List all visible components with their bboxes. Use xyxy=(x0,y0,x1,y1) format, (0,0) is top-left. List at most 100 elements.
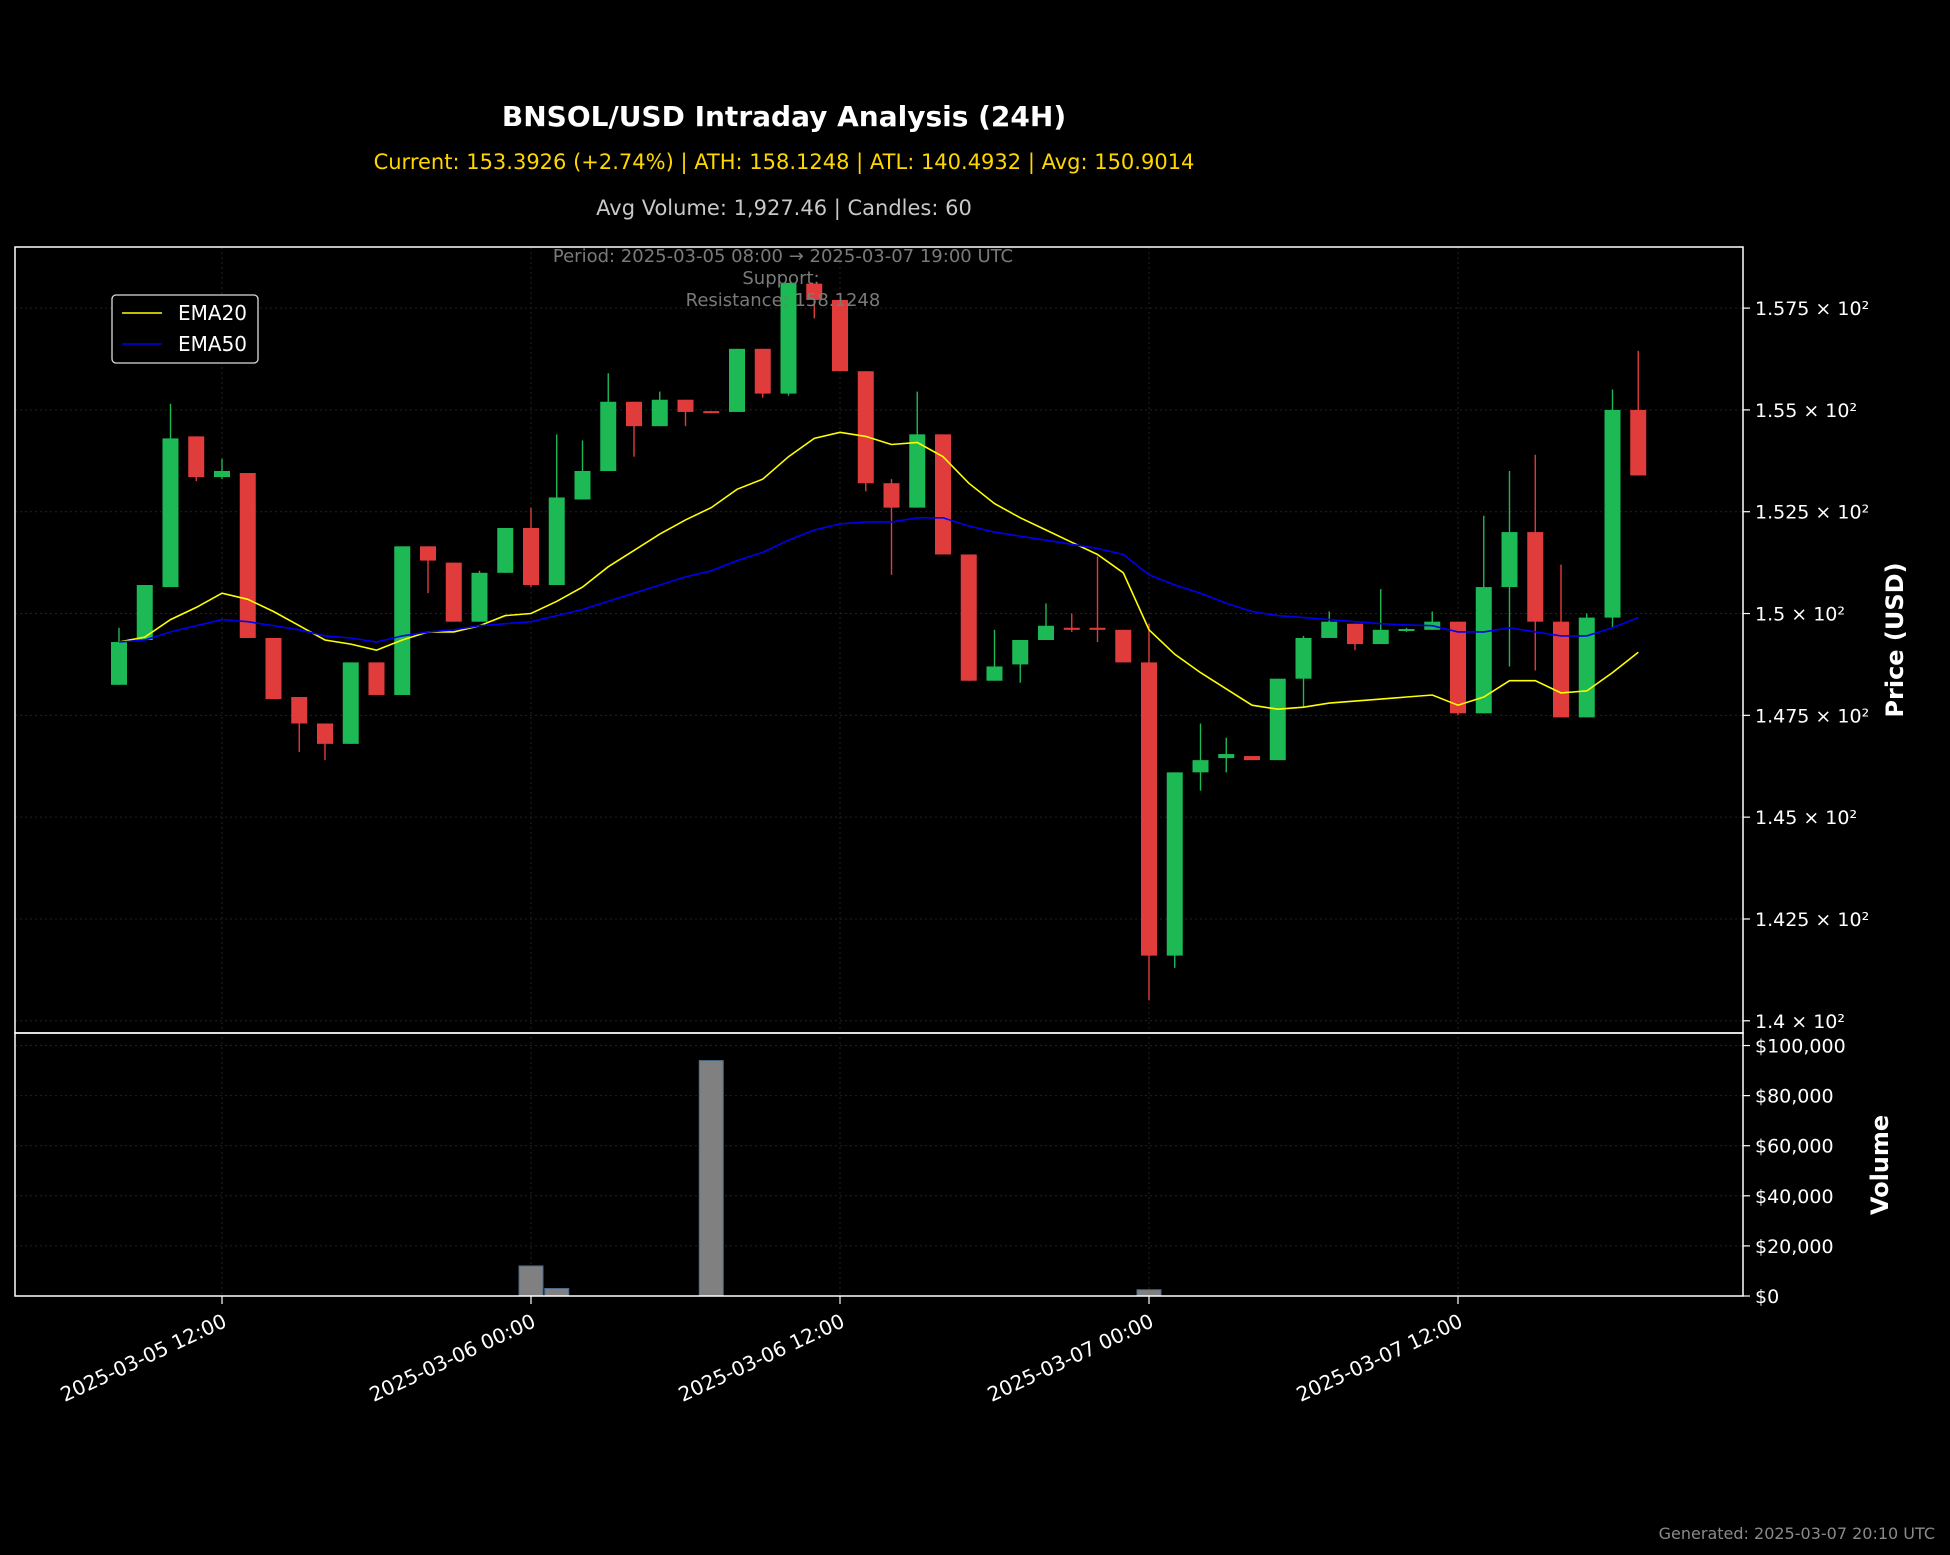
candle-down xyxy=(265,637,282,700)
ema20-line xyxy=(118,431,1639,711)
chart-stats-secondary: Avg Volume: 1,927.46 | Candles: 60 xyxy=(596,196,972,220)
candle-down xyxy=(1527,454,1544,671)
candle-body xyxy=(677,399,694,412)
candle-up xyxy=(1604,389,1621,628)
candle-body xyxy=(1141,662,1157,956)
candle-up xyxy=(1475,515,1492,714)
candle-up xyxy=(162,403,179,588)
candle-down xyxy=(368,662,385,695)
candle-down xyxy=(445,562,462,622)
candle-up xyxy=(214,458,230,480)
candle-down xyxy=(703,411,720,414)
time-tick-label: 2025-03-07 12:00 xyxy=(1293,1309,1466,1407)
candle-body xyxy=(548,497,565,586)
candle-body xyxy=(1604,409,1621,618)
candle-up xyxy=(1295,635,1312,708)
price-tick-label: 1.55 × 10² xyxy=(1755,400,1857,422)
candle-body xyxy=(1527,532,1544,622)
candle-body xyxy=(1218,754,1235,759)
candle-body xyxy=(394,546,411,695)
candle-down xyxy=(677,399,694,427)
candle-body xyxy=(1372,629,1389,645)
volume-tick-label: $60,000 xyxy=(1755,1136,1834,1158)
candle-body xyxy=(754,348,771,394)
candle-body xyxy=(1038,625,1054,640)
ema50-line xyxy=(118,517,1639,643)
candle-body xyxy=(111,642,127,685)
candle-body xyxy=(600,401,617,471)
annotation-support: Support: xyxy=(742,268,819,289)
price-tick-label: 1.475 × 10² xyxy=(1755,705,1869,727)
candle-body xyxy=(1166,772,1183,956)
volume-axis-label: Volume xyxy=(1866,1115,1894,1215)
candle-body xyxy=(1450,621,1466,714)
candle-body xyxy=(986,666,1003,681)
candle-body xyxy=(1347,623,1363,645)
candle-up xyxy=(780,282,797,396)
candle-body xyxy=(1063,627,1080,630)
candle-up xyxy=(1372,589,1389,645)
candle-down xyxy=(857,371,874,492)
candle-down xyxy=(188,436,205,482)
candle-down xyxy=(832,299,848,372)
candle-down xyxy=(935,434,951,555)
candle-down xyxy=(1141,623,1157,1001)
candle-body xyxy=(960,554,977,681)
candles xyxy=(111,282,1647,1001)
candle-body xyxy=(806,283,823,300)
candle-down xyxy=(523,507,539,588)
candle-body xyxy=(1115,629,1132,663)
volume-tick-label: $40,000 xyxy=(1755,1186,1834,1208)
candle-body xyxy=(239,473,256,638)
candle-body xyxy=(1192,760,1209,773)
candle-body xyxy=(1269,678,1286,761)
candle-up xyxy=(1038,603,1054,640)
chart-title: BNSOL/USD Intraday Analysis (24H) xyxy=(501,100,1067,133)
candle-body xyxy=(1012,640,1029,665)
candle-down xyxy=(626,401,642,457)
candle-body xyxy=(1398,629,1415,632)
candle-up xyxy=(1578,613,1595,718)
volume-bar xyxy=(1136,1289,1162,1297)
price-tick-label: 1.575 × 10² xyxy=(1755,298,1869,320)
candle-up xyxy=(1012,640,1029,683)
price-tick-label: 1.5 × 10² xyxy=(1755,604,1845,626)
candle-down xyxy=(1630,350,1647,476)
candle-body xyxy=(497,528,514,573)
time-tick-label: 2025-03-05 12:00 xyxy=(57,1309,230,1407)
axis-ticks: 1.4 × 10² 1.425 × 10² 1.45 × 10² 1.475 × 10… xyxy=(57,298,1870,1407)
candle-down xyxy=(1553,564,1569,718)
volume-bar xyxy=(698,1060,724,1297)
time-tick-label: 2025-03-06 00:00 xyxy=(366,1309,539,1407)
candle-up xyxy=(1166,772,1183,968)
price-tick-label: 1.425 × 10² xyxy=(1755,909,1869,931)
candle-body xyxy=(317,723,333,744)
candle-body xyxy=(471,572,488,622)
annotation-resistance: Resistance: 158.1248 xyxy=(686,290,881,311)
candle-up xyxy=(1192,723,1209,791)
candle-up xyxy=(574,440,591,500)
candle-up xyxy=(497,528,514,573)
volume-bar xyxy=(518,1265,544,1297)
candle-body xyxy=(188,436,205,478)
volume-tick-label: $20,000 xyxy=(1755,1236,1834,1258)
volume-bars xyxy=(518,1060,1162,1297)
candle-body xyxy=(626,401,642,427)
candle-body xyxy=(1553,621,1569,718)
candle-up xyxy=(1501,470,1518,667)
candle-down xyxy=(1244,756,1260,761)
time-tick-label: 2025-03-06 12:00 xyxy=(675,1309,848,1407)
candle-body xyxy=(729,348,745,412)
candle-body xyxy=(1630,409,1647,476)
candle-body xyxy=(265,637,282,700)
volume-tick-label: $80,000 xyxy=(1755,1086,1834,1108)
candle-up xyxy=(548,434,565,586)
price-tick-label: 1.45 × 10² xyxy=(1755,807,1857,829)
legend: EMA20 EMA50 xyxy=(111,294,259,364)
candle-down xyxy=(1347,623,1363,651)
candle-up xyxy=(111,627,127,685)
volume-bar xyxy=(544,1287,570,1297)
candle-down xyxy=(239,473,256,638)
candle-body xyxy=(1501,532,1518,588)
